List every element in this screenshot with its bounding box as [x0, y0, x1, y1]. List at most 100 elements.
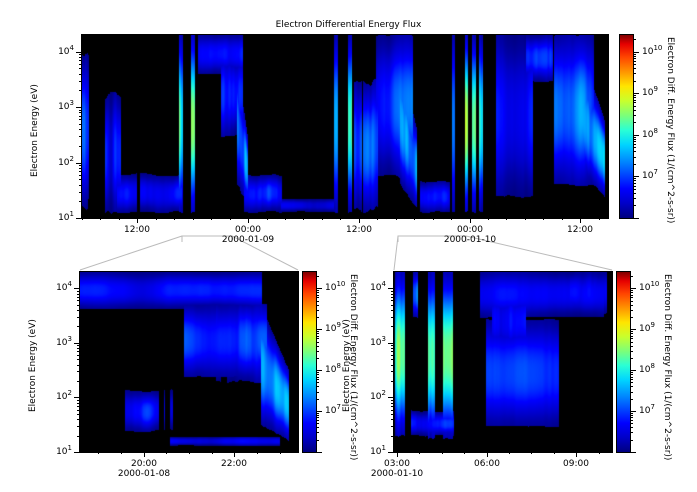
- y-axis-minor-tick: [77, 381, 80, 382]
- y-axis-minor-tick: [79, 171, 82, 172]
- colorbar-minor-tick: [316, 297, 319, 298]
- colorbar-minor-tick: [630, 331, 633, 332]
- colorbar-minor-tick: [630, 351, 633, 352]
- x-axis-minor-tick: [166, 451, 167, 454]
- colorbar-minor-tick: [633, 178, 636, 179]
- colorbar-minor-tick: [630, 399, 633, 400]
- colorbar-minor-tick: [316, 358, 319, 359]
- colorbar-major-tick: [630, 329, 636, 330]
- x-axis-tick-label: 00:00 2000-01-09: [222, 225, 274, 245]
- colorbar-major-tick: [630, 288, 636, 289]
- y-axis-tick-label: 101: [42, 445, 72, 458]
- y-axis-major-tick: [76, 107, 82, 108]
- x-axis-minor-tick: [509, 451, 510, 454]
- spectrogram-image: [80, 272, 298, 452]
- y-axis-minor-tick: [391, 426, 394, 427]
- colorbar-minor-tick: [316, 377, 319, 378]
- x-axis-minor-tick: [433, 217, 434, 220]
- x-axis-major-tick: [248, 217, 249, 223]
- colorbar-gradient: [620, 35, 633, 218]
- colorbar-minor-tick: [630, 301, 633, 302]
- page-title: Electron Differential Energy Flux: [275, 20, 422, 30]
- y-tick-mantissa: 10: [370, 392, 382, 402]
- colorbar-minor-tick: [633, 183, 636, 184]
- x-axis-major-tick: [397, 451, 398, 457]
- colorbar-minor-tick: [630, 377, 633, 378]
- x-axis-minor-tick: [442, 451, 443, 454]
- y-axis-minor-tick: [79, 192, 82, 193]
- colorbar-minor-tick: [633, 193, 636, 194]
- y-axis-tick-label: 104: [356, 281, 386, 294]
- colorbar-minor-tick: [630, 336, 633, 337]
- y-axis-tick-label: 104: [44, 44, 74, 58]
- x-axis-major-tick: [137, 217, 138, 223]
- x-axis-tick-label: 00:00 2000-01-10: [444, 225, 496, 245]
- y-axis-minor-tick: [77, 406, 80, 407]
- colorbar-tick-label: 108: [325, 362, 341, 376]
- x-tick-time: 12:00: [567, 225, 593, 235]
- colorbar-minor-tick: [633, 137, 636, 138]
- y-axis-minor-tick: [77, 403, 80, 404]
- colorbar-minor-tick: [316, 379, 319, 380]
- y-axis-minor-tick: [77, 371, 80, 372]
- y-axis-minor-tick: [77, 410, 80, 411]
- y-axis-minor-tick: [391, 305, 394, 306]
- spectrogram-plot-area[interactable]: [393, 271, 613, 453]
- y-axis-minor-tick: [391, 310, 394, 311]
- x-axis-tick-label: 12:00: [346, 225, 372, 235]
- y-axis-minor-tick: [79, 110, 82, 111]
- y-axis-minor-tick: [79, 146, 82, 147]
- colorbar[interactable]: [616, 271, 631, 453]
- colorbar-minor-tick: [633, 115, 636, 116]
- colorbar-tick-exponent: 7: [653, 168, 658, 176]
- x-axis-minor-tick: [562, 217, 563, 220]
- x-axis-minor-tick: [340, 217, 341, 220]
- colorbar-minor-tick: [630, 386, 633, 387]
- y-axis-tick-label: 102: [42, 390, 72, 403]
- colorbar-major-tick: [316, 329, 322, 330]
- x-axis-minor-tick: [554, 451, 555, 454]
- y-axis-minor-tick: [391, 381, 394, 382]
- colorbar-minor-tick: [316, 338, 319, 339]
- colorbar-tick-label: 107: [639, 404, 655, 417]
- spectrogram-plot-area[interactable]: [79, 271, 299, 453]
- colorbar-major-tick: [633, 135, 639, 136]
- colorbar-minor-tick: [633, 39, 636, 40]
- x-axis-minor-tick: [531, 451, 532, 454]
- y-axis-major-tick: [388, 397, 394, 398]
- y-tick-mantissa: 10: [56, 447, 68, 457]
- colorbar-minor-tick: [630, 342, 633, 343]
- colorbar[interactable]: [619, 34, 634, 219]
- colorbar-tick-label: 107: [642, 168, 658, 182]
- colorbar-minor-tick: [633, 141, 636, 142]
- colorbar-major-tick: [630, 411, 636, 412]
- x-axis-minor-tick: [396, 217, 397, 220]
- spectrogram-plot-area[interactable]: [81, 34, 609, 219]
- colorbar-minor-tick: [316, 432, 319, 433]
- y-tick-mantissa: 10: [58, 47, 70, 57]
- y-axis-minor-tick: [77, 436, 80, 437]
- colorbar-minor-tick: [630, 295, 633, 296]
- x-axis-minor-tick: [174, 217, 175, 220]
- colorbar-minor-tick: [633, 102, 636, 103]
- y-axis-major-tick: [388, 452, 394, 453]
- colorbar-minor-tick: [316, 386, 319, 387]
- y-tick-exponent: 4: [69, 44, 74, 52]
- colorbar-major-tick: [633, 93, 639, 94]
- y-axis-minor-tick: [79, 54, 82, 55]
- colorbar-minor-tick: [630, 338, 633, 339]
- colorbar[interactable]: [302, 271, 317, 453]
- colorbar-major-tick: [316, 452, 322, 453]
- y-axis-major-tick: [76, 163, 82, 164]
- y-tick-exponent: 3: [69, 99, 74, 107]
- x-axis-minor-tick: [119, 217, 120, 220]
- colorbar-minor-tick: [316, 342, 319, 343]
- colorbar-tick-exponent: 8: [336, 362, 341, 370]
- x-axis-tick-label: 03:00 2000-01-10: [371, 459, 423, 479]
- colorbar-minor-tick: [630, 420, 633, 421]
- x-axis-tick-label: 20:00 2000-01-08: [118, 459, 170, 479]
- x-axis-tick-label: 09:00: [563, 459, 589, 469]
- colorbar-tick-mantissa: 10: [639, 283, 651, 293]
